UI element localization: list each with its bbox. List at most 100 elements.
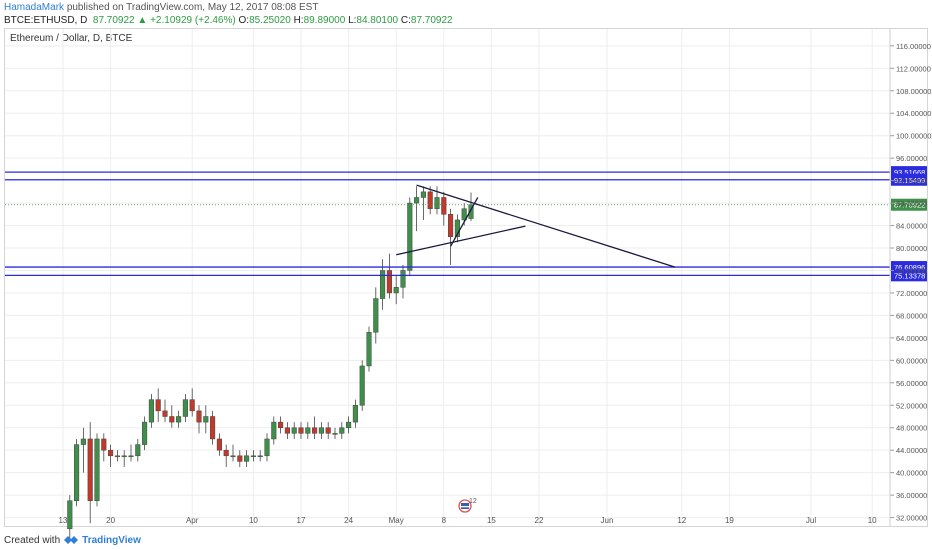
change-value: +2.10929 (+2.46%) bbox=[150, 15, 236, 26]
candle-up[interactable] bbox=[434, 197, 440, 209]
candle-up[interactable] bbox=[264, 438, 270, 457]
chart-frame[interactable] bbox=[4, 28, 928, 527]
author-link[interactable]: HamadaMark bbox=[4, 2, 65, 13]
y-tick-label: 96.00000 bbox=[896, 154, 927, 163]
y-tick-label: 116.00000 bbox=[896, 42, 931, 51]
price-tag-label: 93.51668 bbox=[894, 168, 925, 177]
candle-up[interactable] bbox=[244, 455, 250, 462]
candle-up[interactable] bbox=[352, 405, 358, 423]
low-label: L: bbox=[348, 15, 357, 26]
low-value: 84.80100 bbox=[356, 15, 399, 26]
candle-up[interactable] bbox=[114, 455, 120, 458]
candle-down[interactable] bbox=[223, 449, 229, 457]
symbol-label: BTCE:ETHUSD, D bbox=[4, 15, 88, 26]
candle-down[interactable] bbox=[87, 438, 93, 501]
x-tick-label: 22 bbox=[535, 516, 544, 525]
candle-up[interactable] bbox=[291, 427, 297, 434]
candle-up[interactable] bbox=[203, 416, 209, 423]
candle-up[interactable] bbox=[182, 399, 188, 417]
event-icon[interactable]: 12 bbox=[458, 498, 477, 513]
candle-up[interactable] bbox=[67, 500, 73, 530]
close-value: 87.70922 bbox=[410, 15, 453, 26]
candle-up[interactable] bbox=[176, 416, 182, 423]
y-tick-label: 56.00000 bbox=[896, 379, 927, 388]
y-tick-label: 68.00000 bbox=[896, 311, 927, 320]
candle-down[interactable] bbox=[155, 399, 161, 412]
change-arrow-icon: ▲ bbox=[137, 15, 148, 26]
candle-up[interactable] bbox=[393, 287, 399, 294]
candle-up[interactable] bbox=[339, 427, 345, 434]
y-tick-label: 76.00000 bbox=[896, 266, 927, 275]
price-tag-label: 92.15499 bbox=[894, 176, 925, 185]
candle-down[interactable] bbox=[216, 438, 222, 451]
candle-down[interactable] bbox=[169, 416, 175, 423]
y-tick-label: 112.00000 bbox=[896, 64, 931, 73]
candle-down[interactable] bbox=[441, 197, 447, 215]
candle-down[interactable] bbox=[108, 449, 114, 457]
candle-up[interactable] bbox=[420, 191, 426, 198]
y-tick-label: 36.00000 bbox=[896, 491, 927, 500]
candle-down[interactable] bbox=[386, 270, 392, 294]
y-tick-label: 44.00000 bbox=[896, 446, 927, 455]
x-tick-label: 24 bbox=[344, 516, 353, 525]
candle-up[interactable] bbox=[305, 427, 311, 434]
y-tick-label: 84.00000 bbox=[896, 222, 927, 231]
y-tick-label: 92.00000 bbox=[896, 177, 927, 186]
y-tick-label: 40.00000 bbox=[896, 469, 927, 478]
candle-down[interactable] bbox=[162, 410, 168, 417]
candle-up[interactable] bbox=[373, 298, 379, 333]
candle-up[interactable] bbox=[318, 427, 324, 434]
y-tick-label: 60.00000 bbox=[896, 356, 927, 365]
open-label: O: bbox=[238, 15, 250, 26]
candle-up[interactable] bbox=[346, 421, 352, 428]
candle-up[interactable] bbox=[128, 455, 134, 458]
candle-up[interactable] bbox=[366, 332, 372, 367]
candle-up[interactable] bbox=[148, 399, 154, 423]
candle-up[interactable] bbox=[271, 421, 277, 440]
x-tick-label: 17 bbox=[297, 516, 306, 525]
candle-up[interactable] bbox=[332, 433, 338, 435]
x-tick-label: 10 bbox=[868, 516, 877, 525]
x-tick-label: 19 bbox=[725, 516, 734, 525]
candle-up[interactable] bbox=[380, 270, 386, 299]
candle-down[interactable] bbox=[278, 421, 284, 428]
candle-down[interactable] bbox=[101, 438, 107, 451]
candle-up[interactable] bbox=[257, 455, 263, 458]
y-tick-label: 104.00000 bbox=[896, 109, 931, 118]
candle-down[interactable] bbox=[312, 427, 318, 434]
trend-line[interactable] bbox=[416, 184, 676, 268]
candle-up[interactable] bbox=[461, 208, 467, 221]
candle-down[interactable] bbox=[284, 427, 290, 434]
candle-up[interactable] bbox=[407, 202, 413, 271]
tradingview-logo-icon bbox=[64, 536, 79, 544]
candle-up[interactable] bbox=[80, 438, 86, 445]
candle-down[interactable] bbox=[448, 214, 454, 238]
candle-up[interactable] bbox=[142, 421, 148, 445]
candle-up[interactable] bbox=[250, 455, 256, 458]
candle-up[interactable] bbox=[359, 365, 365, 406]
y-tick-label: 52.00000 bbox=[896, 401, 927, 410]
candle-down[interactable] bbox=[427, 191, 433, 209]
x-tick-label: 13 bbox=[59, 516, 68, 525]
trend-line[interactable] bbox=[396, 225, 526, 256]
candle-up[interactable] bbox=[121, 455, 127, 458]
price-tag-label: 75.13378 bbox=[894, 271, 925, 280]
candle-down[interactable] bbox=[196, 410, 202, 423]
candle-up[interactable] bbox=[454, 219, 460, 238]
candle-up[interactable] bbox=[400, 270, 406, 288]
candle-down[interactable] bbox=[298, 427, 304, 434]
candle-down[interactable] bbox=[210, 416, 216, 440]
candle-up[interactable] bbox=[414, 197, 420, 204]
candle-down[interactable] bbox=[325, 427, 331, 434]
candle-up[interactable] bbox=[94, 438, 100, 501]
candle-up[interactable] bbox=[230, 455, 236, 458]
trend-line[interactable] bbox=[450, 197, 479, 247]
candle-down[interactable] bbox=[237, 455, 243, 462]
candle-down[interactable] bbox=[189, 399, 195, 412]
chart-title: Ethereum / Dollar, D, BTCE bbox=[10, 33, 133, 44]
candle-up[interactable] bbox=[135, 444, 141, 457]
candle-up[interactable] bbox=[74, 444, 80, 501]
y-tick-label: 48.00000 bbox=[896, 424, 927, 433]
tradingview-link[interactable]: TradingView bbox=[82, 534, 141, 546]
